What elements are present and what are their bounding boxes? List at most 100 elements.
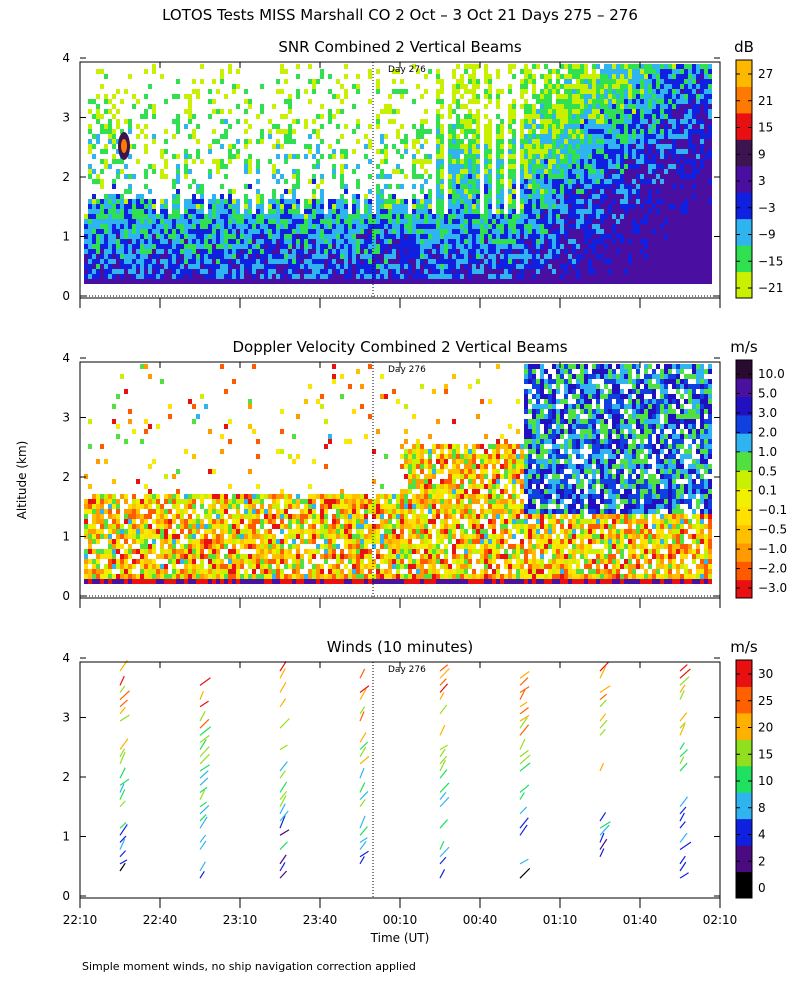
snr-cell <box>312 234 316 239</box>
snr-cell <box>484 134 488 139</box>
snr-cell <box>600 184 604 189</box>
snr-cell <box>184 254 188 259</box>
snr-cell <box>100 254 104 259</box>
snr-cell <box>616 119 620 124</box>
snr-cell <box>200 264 204 269</box>
snr-cell <box>320 179 324 184</box>
snr-cell <box>180 224 184 229</box>
snr-cell <box>632 114 636 119</box>
snr-cell <box>188 134 192 139</box>
snr-cell <box>568 229 572 234</box>
snr-cell <box>512 264 516 269</box>
colorbar-tick-label: −15 <box>758 254 783 268</box>
snr-cell <box>464 254 468 259</box>
snr-cell <box>452 249 456 254</box>
snr-cell <box>524 64 528 69</box>
snr-cell <box>640 94 644 99</box>
snr-cell <box>572 174 576 179</box>
snr-cell <box>252 219 256 224</box>
snr-cell <box>652 209 656 214</box>
snr-cell <box>648 269 652 274</box>
snr-cell <box>588 129 592 134</box>
snr-cell <box>548 109 552 114</box>
snr-cell <box>476 244 480 249</box>
snr-cell <box>384 174 388 179</box>
snr-cell <box>124 174 128 179</box>
snr-cell <box>596 159 600 164</box>
snr-cell <box>412 204 416 209</box>
snr-cell <box>196 244 200 249</box>
snr-cell <box>260 199 264 204</box>
snr-cell <box>440 174 444 179</box>
snr-cell <box>624 164 628 169</box>
snr-cell <box>556 254 560 259</box>
snr-cell <box>404 204 408 209</box>
snr-cell <box>192 254 196 259</box>
snr-cell <box>532 64 536 69</box>
snr-cell <box>668 64 672 69</box>
snr-cell <box>472 209 476 214</box>
snr-cell <box>280 249 284 254</box>
snr-cell <box>484 239 488 244</box>
snr-cell <box>460 204 464 209</box>
snr-cell <box>428 269 432 274</box>
snr-cell <box>96 254 100 259</box>
snr-cell <box>684 199 688 204</box>
snr-cell <box>544 149 548 154</box>
snr-cell <box>664 129 668 134</box>
snr-cell <box>140 224 144 229</box>
snr-cell <box>456 264 460 269</box>
snr-cell <box>168 259 172 264</box>
snr-cell <box>248 214 252 219</box>
snr-cell <box>672 199 676 204</box>
snr-cell <box>516 259 520 264</box>
snr-cell <box>176 269 180 274</box>
snr-cell <box>424 199 428 204</box>
snr-cell <box>668 199 672 204</box>
day-annotation: Day 276 <box>388 65 426 75</box>
snr-cell <box>444 244 448 249</box>
snr-cell <box>600 144 604 149</box>
snr-cell <box>380 169 384 174</box>
snr-cell <box>508 159 512 164</box>
panel-snr: SNR Combined 2 Vertical Beams Day 276 01… <box>62 38 783 308</box>
snr-cell <box>464 214 468 219</box>
snr-cell <box>540 174 544 179</box>
snr-cell <box>688 94 692 99</box>
snr-cell <box>376 174 380 179</box>
snr-cell <box>88 199 92 204</box>
snr-cell <box>200 224 204 229</box>
snr-cell <box>704 259 708 264</box>
snr-cell <box>508 184 512 189</box>
snr-cell <box>708 144 712 149</box>
snr-cell <box>616 194 620 199</box>
snr-cell <box>364 194 368 199</box>
snr-cell <box>388 94 392 99</box>
snr-cell <box>468 89 472 94</box>
snr-cell <box>160 249 164 254</box>
snr-cell <box>244 219 248 224</box>
snr-cell <box>608 234 612 239</box>
snr-cell <box>192 209 196 214</box>
snr-cell <box>96 69 100 74</box>
snr-cell <box>584 119 588 124</box>
snr-cell <box>152 139 156 144</box>
snr-cell <box>384 159 388 164</box>
snr-cell <box>520 244 524 249</box>
snr-cell <box>316 184 320 189</box>
snr-cell <box>532 74 536 79</box>
snr-cell <box>600 244 604 249</box>
snr-cell <box>116 109 120 114</box>
snr-cell <box>648 279 652 284</box>
snr-cell <box>436 159 440 164</box>
snr-cell <box>160 214 164 219</box>
snr-cell <box>236 234 240 239</box>
snr-cell <box>304 199 308 204</box>
snr-cell <box>160 244 164 249</box>
snr-cell <box>584 259 588 264</box>
snr-cell <box>664 94 668 99</box>
snr-cell <box>472 229 476 234</box>
snr-cell <box>340 184 344 189</box>
snr-cell <box>476 259 480 264</box>
snr-cell <box>444 274 448 279</box>
